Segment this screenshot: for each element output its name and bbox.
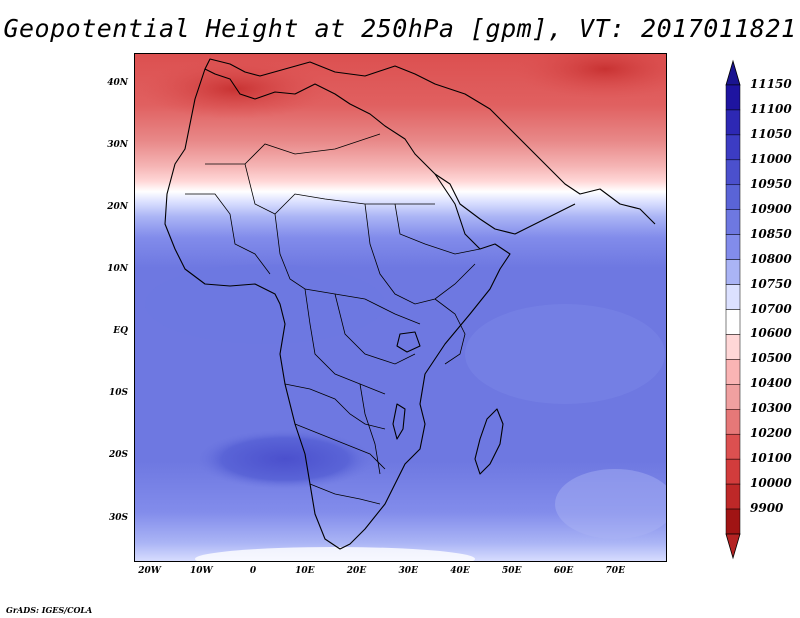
colorbar-swatch: [725, 458, 741, 485]
lon-tick-label: 60E: [553, 566, 574, 576]
colorbar-swatch: [725, 259, 741, 285]
map-panel: [134, 53, 667, 562]
lon-tick-label: 0: [249, 566, 257, 576]
colorbar-level-label: 11000: [750, 151, 792, 166]
colorbar-swatch: [725, 334, 741, 360]
colorbar-swatch: [725, 159, 741, 186]
colorbar-level-label: 10600: [750, 326, 792, 341]
colorbar-swatch: [725, 109, 741, 136]
eurasia-coast: [204, 58, 656, 225]
colorbar-level-label: 10300: [750, 401, 792, 416]
lat-tick-label: EQ: [113, 326, 128, 337]
lon-tick-label: 70E: [605, 566, 625, 576]
colorbar-swatch: [725, 284, 741, 310]
lon-tick-label: 10E: [295, 566, 315, 576]
colorbar-swatch: [725, 134, 741, 161]
lat-tick-label: 30S: [108, 512, 128, 523]
lon-tick-label: 40E: [450, 566, 470, 576]
colorbar-swatch: [725, 234, 741, 260]
high-cell-mediterranean: [140, 59, 330, 119]
colorbar-swatch: [725, 84, 741, 111]
lat-tick-label: 20N: [107, 202, 128, 213]
colorbar-swatch: [725, 433, 741, 460]
lake-malawi: [392, 403, 406, 440]
chart-title: Geopotential Height at 250hPa [gpm], VT:…: [3, 14, 797, 43]
colorbar-swatch: [725, 309, 741, 335]
colorbar-level-label: 9900: [750, 501, 784, 516]
band-southern-indian: [555, 469, 666, 539]
colorbar-level-label: 10750: [750, 276, 792, 291]
colorbar-level-label: 10900: [750, 201, 792, 216]
band-southern-edge: [195, 547, 475, 561]
low-cell-south-atlantic: [195, 429, 375, 489]
colorbar-bottom-arrow: [725, 533, 741, 560]
colorbar-level-label: 10850: [750, 226, 792, 241]
arabia-coast: [434, 173, 576, 235]
lake-victoria: [396, 331, 421, 353]
africa-outline: [164, 68, 511, 550]
colorbar-level-label: 10950: [750, 176, 792, 191]
lon-tick-label: 30E: [398, 566, 418, 576]
coastlines: [164, 58, 656, 550]
footer-credit: GrADS: IGES/COLA: [6, 605, 93, 615]
lon-tick-label: 20W: [138, 566, 161, 576]
colorbar-swatch: [725, 409, 741, 435]
colorbar-level-label: 10800: [750, 251, 792, 266]
lon-tick-label: 10W: [189, 566, 213, 576]
colorbar-level-label: 11100: [750, 101, 792, 116]
colorbar-level-label: 10700: [750, 301, 792, 316]
colorbar-level-label: 10400: [750, 376, 792, 391]
band-tropical: [145, 264, 385, 344]
lon-tick-label: 20E: [346, 566, 367, 576]
colorbar-swatch: [725, 209, 741, 235]
colorbar-swatch: [725, 384, 741, 410]
colorbar-swatch: [725, 508, 741, 535]
colorbar-level-label: 10100: [750, 451, 792, 466]
lat-tick-label: 30N: [107, 140, 128, 151]
map-svg: [135, 54, 666, 561]
colorbar-level-label: 11050: [750, 126, 792, 141]
colorbar-level-label: 10000: [750, 476, 792, 491]
lat-tick-label: 40N: [107, 78, 128, 89]
colorbar-swatch: [725, 184, 741, 210]
colorbar-level-label: 11150: [750, 77, 792, 91]
colorbar-level-label: 10500: [750, 351, 792, 366]
lat-tick-label: 10N: [107, 264, 128, 275]
lat-tick-label: 10S: [108, 388, 128, 399]
band-indian-ocean: [465, 304, 665, 404]
lat-tick-label: 20S: [108, 450, 128, 461]
high-cell-asia: [515, 54, 666, 99]
colorbar-swatch: [725, 483, 741, 510]
madagascar: [474, 408, 504, 475]
colorbar-swatch: [725, 359, 741, 385]
colorbar-level-label: 10200: [750, 426, 792, 441]
colorbar-top-arrow: [725, 59, 741, 86]
lon-tick-label: 50E: [502, 566, 522, 576]
country-borders: [185, 133, 481, 505]
